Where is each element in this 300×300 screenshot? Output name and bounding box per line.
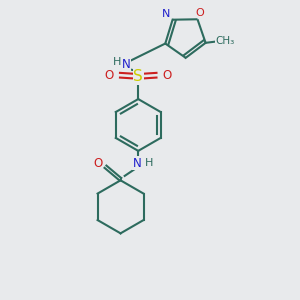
Text: O: O (196, 8, 204, 18)
Text: N: N (162, 9, 170, 20)
Text: CH₃: CH₃ (216, 36, 235, 46)
Text: N: N (122, 58, 131, 71)
Text: O: O (105, 69, 114, 82)
Text: N: N (133, 157, 142, 170)
Text: O: O (163, 69, 172, 82)
Text: H: H (112, 57, 121, 67)
Text: S: S (133, 69, 143, 84)
Text: O: O (94, 157, 103, 170)
Text: H: H (145, 158, 154, 168)
